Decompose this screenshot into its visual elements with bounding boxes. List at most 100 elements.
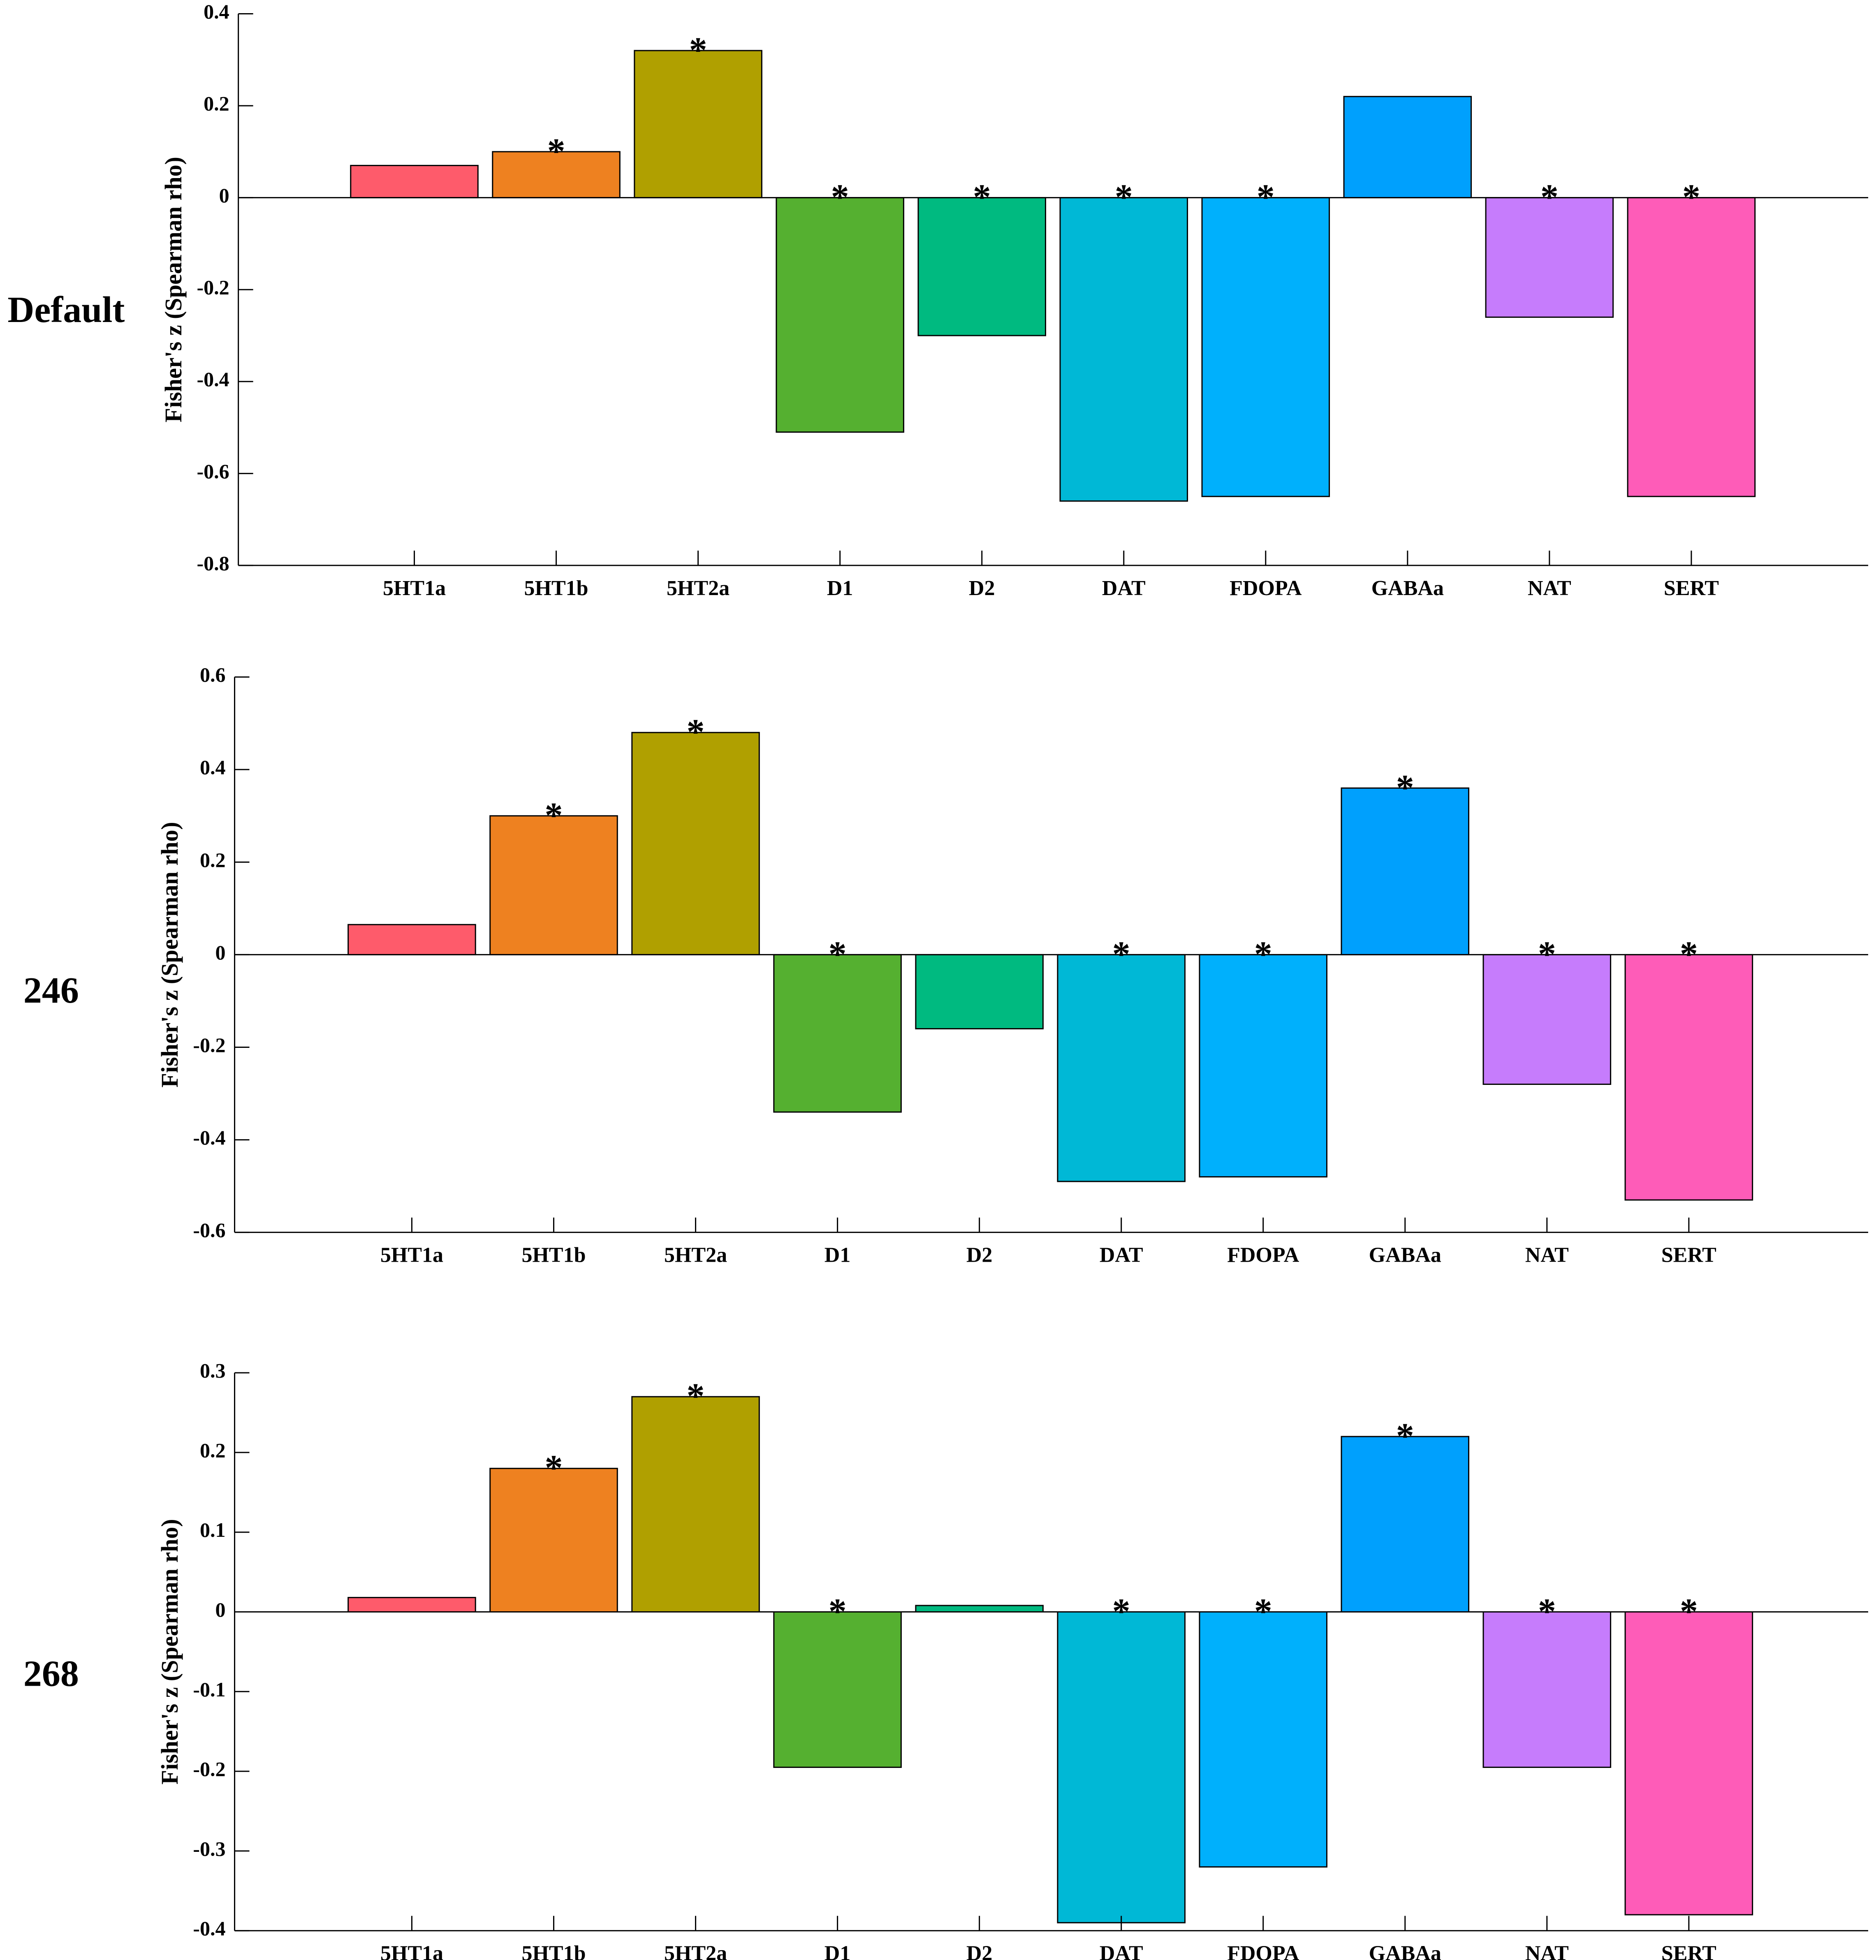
bar-fdopa: [1199, 954, 1327, 1178]
panel-246: 246 Fisher's z (Spearman rho)*** * *** *0.60…: [23, 663, 1868, 1267]
significance-marker: *: [544, 796, 563, 836]
x-tick-label: FDOPA: [1230, 577, 1302, 600]
y-tick-label: 0: [215, 1598, 226, 1621]
panel-default: Default Fisher's z (Spearman rho)*** * * * * *…: [7, 0, 1868, 600]
bar-d1: [776, 197, 904, 433]
x-tick-label: NAT: [1525, 1244, 1569, 1267]
x-tick-label: D1: [827, 577, 853, 600]
x-tick-label: SERT: [1661, 1942, 1716, 1960]
y-tick-label: -0.2: [193, 1758, 225, 1781]
x-tick-label: 5HT1a: [380, 1244, 443, 1267]
y-axis-label: Fisher's z (Spearman rho): [156, 822, 183, 1087]
significance-marker: *: [687, 1376, 705, 1416]
significance-marker: *: [544, 1448, 563, 1488]
bar-d2: [915, 954, 1044, 1029]
bar-5ht2a: [631, 732, 760, 955]
y-tick-label: -0.2: [193, 1033, 225, 1056]
row-label: 268: [23, 1654, 79, 1694]
y-tick-label: 0.2: [204, 92, 229, 115]
x-tick-label: 5HT2a: [664, 1942, 727, 1960]
x-tick-label: D1: [825, 1244, 851, 1267]
x-tick-label: D1: [825, 1942, 851, 1960]
panel-268: 268 Fisher's z (Spearman rho)*** * *** *0.30…: [23, 1359, 1868, 1960]
y-tick-label: -0.4: [193, 1126, 225, 1149]
x-tick-label: D2: [966, 1942, 993, 1960]
bar-nat: [1485, 197, 1614, 318]
bar-5ht1b: [489, 1468, 618, 1613]
bar-dat: [1059, 197, 1188, 502]
y-axis-label: Fisher's z (Spearman rho): [160, 157, 187, 422]
y-tick-label: -0.6: [193, 1219, 225, 1242]
bar-5ht2a: [634, 50, 762, 199]
bar-d1: [773, 1611, 902, 1768]
y-tick-label: -0.6: [197, 460, 229, 483]
y-tick-label: 0: [219, 184, 229, 207]
bar-d2: [917, 197, 1046, 336]
significance-marker: *: [689, 30, 707, 70]
x-tick-label: SERT: [1661, 1244, 1716, 1267]
row-label: Default: [7, 290, 125, 330]
significance-marker: *: [547, 132, 565, 171]
significance-marker: *: [1396, 1416, 1414, 1456]
bar-dat: [1057, 1611, 1186, 1923]
bar-5ht1b: [492, 151, 621, 199]
bar-5ht2a: [631, 1396, 760, 1613]
y-axis-label: Fisher's z (Spearman rho): [156, 1519, 183, 1784]
y-tick-label: 0.3: [200, 1359, 226, 1382]
y-tick-label: -0.2: [197, 276, 229, 299]
bar-fdopa: [1199, 1611, 1327, 1868]
y-tick-label: -0.4: [193, 1917, 225, 1940]
bar-5ht1a: [347, 1597, 476, 1613]
bar-d1: [773, 954, 902, 1113]
y-tick-label: 0.4: [200, 756, 226, 779]
x-tick-label: 5HT1b: [524, 577, 588, 600]
x-tick-label: SERT: [1664, 577, 1719, 600]
y-tick-label: -0.1: [193, 1678, 225, 1701]
y-tick-label: 0: [215, 941, 226, 964]
x-tick-label: 5HT2a: [664, 1244, 727, 1267]
bar-sert: [1627, 197, 1756, 497]
x-tick-label: DAT: [1102, 577, 1146, 600]
bar-sert: [1624, 1611, 1753, 1916]
x-tick-label: DAT: [1100, 1942, 1143, 1960]
x-tick-label: 5HT1b: [521, 1244, 586, 1267]
x-tick-label: NAT: [1528, 577, 1571, 600]
x-tick-label: NAT: [1525, 1942, 1569, 1960]
x-tick-label: D2: [969, 577, 995, 600]
y-tick-label: 0.2: [200, 848, 226, 871]
row-label: 246: [23, 970, 79, 1011]
bar-gabaa: [1341, 1436, 1470, 1612]
bar-5ht1a: [350, 164, 479, 199]
y-tick-label: -0.8: [197, 551, 229, 575]
x-tick-label: 5HT1a: [380, 1942, 443, 1960]
x-tick-label: DAT: [1100, 1244, 1143, 1267]
bar-fdopa: [1201, 197, 1330, 497]
x-tick-label: FDOPA: [1227, 1244, 1299, 1267]
bar-5ht1b: [489, 815, 618, 955]
bar-gabaa: [1343, 96, 1472, 199]
y-tick-label: 0.4: [204, 0, 229, 23]
bar-d2: [915, 1605, 1044, 1612]
bar-sert: [1624, 954, 1753, 1201]
x-tick-label: D2: [966, 1244, 993, 1267]
y-tick-label: -0.4: [197, 368, 229, 391]
x-tick-label: GABAa: [1371, 577, 1444, 600]
x-tick-label: 5HT1a: [383, 577, 446, 600]
x-tick-label: GABAa: [1369, 1244, 1441, 1267]
bar-nat: [1482, 954, 1612, 1085]
x-tick-label: 5HT2a: [667, 577, 730, 600]
x-tick-label: FDOPA: [1227, 1942, 1299, 1960]
significance-marker: *: [1396, 768, 1414, 808]
y-tick-label: 0.2: [200, 1439, 226, 1462]
x-tick-label: GABAa: [1369, 1942, 1441, 1960]
bar-gabaa: [1341, 787, 1470, 955]
x-tick-label: 5HT1b: [521, 1942, 586, 1960]
significance-marker: *: [687, 712, 705, 752]
y-tick-label: 0.6: [200, 663, 226, 686]
y-tick-label: 0.1: [200, 1518, 226, 1541]
bar-nat: [1482, 1611, 1612, 1768]
y-tick-label: -0.3: [193, 1837, 225, 1860]
bar-5ht1a: [347, 924, 476, 955]
bar-dat: [1057, 954, 1186, 1182]
